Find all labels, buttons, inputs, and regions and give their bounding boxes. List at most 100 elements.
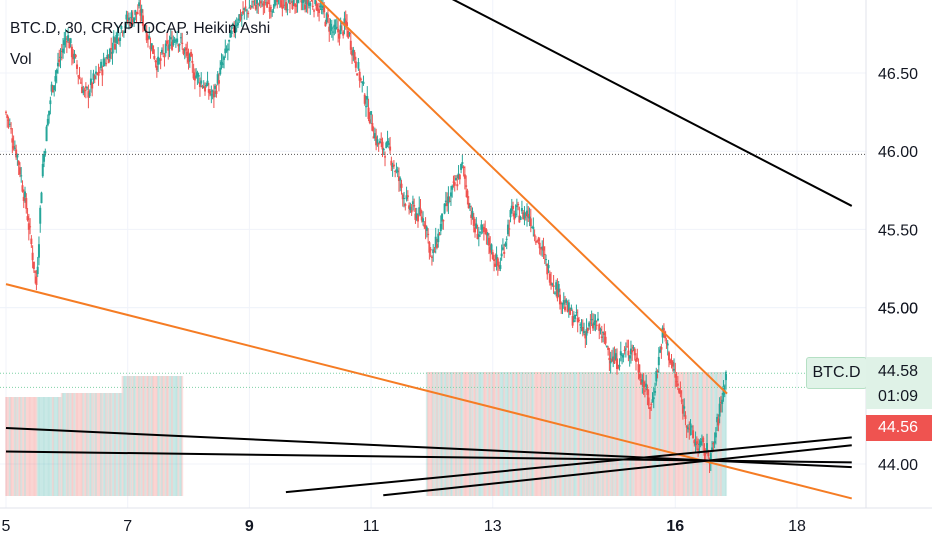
candle-body: [655, 370, 658, 382]
candle-body: [150, 43, 153, 50]
candle-body: [46, 118, 49, 126]
volume-bar: [60, 393, 63, 496]
volume-bar: [675, 372, 678, 496]
volume-bar: [153, 376, 156, 496]
candle-body: [127, 17, 130, 21]
chart-title: BTC.D, 30, CRYPTOCAP, Heikin Ashi: [10, 20, 271, 37]
candle-body: [591, 323, 594, 329]
volume-bar: [154, 376, 157, 496]
candle-body: [91, 83, 94, 89]
candle-body: [705, 443, 708, 451]
candle-body: [125, 14, 128, 20]
candle-body: [309, 2, 312, 6]
volume-bar: [709, 372, 712, 496]
candle-body: [51, 85, 54, 93]
candle-body: [153, 55, 156, 59]
candle-body: [325, 13, 328, 23]
candle-body: [552, 285, 555, 287]
volume-bar: [430, 372, 433, 496]
candle-body: [626, 346, 629, 348]
volume-bar: [30, 397, 33, 496]
candle-body: [648, 407, 651, 410]
volume-bar: [561, 372, 564, 496]
trendline-orange[interactable]: [5, 283, 853, 500]
time-axis[interactable]: 5 7 9 11 13 16 18: [2, 518, 806, 535]
candle-body: [593, 322, 596, 326]
candle-body: [427, 233, 430, 235]
candle-body: [678, 388, 681, 393]
candle-body: [475, 223, 478, 229]
candle-body: [449, 192, 452, 197]
candle-body: [537, 238, 540, 242]
candle-body: [534, 241, 537, 243]
candle-body: [713, 441, 716, 443]
volume-bar: [134, 376, 137, 496]
volume-bar: [78, 393, 81, 496]
candle-body: [504, 243, 507, 246]
candle-body: [444, 200, 447, 203]
volume-bar: [50, 397, 53, 496]
candle-body: [555, 282, 558, 290]
volume-bar: [468, 372, 471, 496]
candle-body: [334, 27, 337, 30]
candle-body: [29, 226, 32, 228]
volume-bar: [481, 372, 484, 496]
candle-body: [676, 383, 679, 386]
candle-body: [721, 399, 724, 405]
trendlines[interactable]: [5, 0, 853, 500]
volume-bar: [25, 397, 28, 496]
candle-body: [102, 58, 105, 67]
candle-body: [556, 289, 559, 299]
trendline-black[interactable]: [438, 0, 853, 207]
volume-bar: [435, 372, 438, 496]
volume-bar: [141, 376, 144, 496]
volume-bar: [18, 397, 21, 496]
volume-bar: [499, 372, 502, 496]
volume-bar: [652, 372, 655, 496]
volume-bar: [470, 372, 473, 496]
trendline-black[interactable]: [383, 444, 852, 497]
volume-bar: [32, 397, 35, 496]
volume-bar: [629, 372, 632, 496]
volume-bar: [500, 372, 503, 496]
candle-body: [584, 333, 587, 339]
volume-bar: [479, 372, 482, 496]
trendline-orange[interactable]: [310, 0, 728, 395]
candle-body: [657, 356, 660, 366]
volume-bar: [571, 372, 574, 496]
candle-body: [536, 240, 539, 242]
candle-body: [418, 207, 421, 215]
candle-body: [239, 14, 242, 20]
candle-body: [686, 427, 689, 430]
candle-body: [207, 89, 210, 93]
volume-bar: [53, 397, 56, 496]
volume-bar: [674, 372, 677, 496]
volume-bar: [699, 372, 702, 496]
candle-body: [361, 81, 364, 83]
volume-bar: [58, 397, 61, 496]
candle-body: [609, 360, 612, 364]
volume-bar: [659, 372, 662, 496]
candle-body: [96, 73, 99, 75]
candle-body: [323, 7, 326, 13]
candle-body: [75, 64, 78, 69]
volume-bar: [467, 372, 470, 496]
volume-bar: [608, 372, 611, 496]
volume-bar: [537, 372, 540, 496]
time-tick-label: 16: [666, 518, 684, 535]
volume-bar: [602, 372, 605, 496]
candle-body: [8, 123, 11, 125]
candle-body: [200, 80, 203, 84]
candle-body: [572, 320, 575, 322]
trendline-black[interactable]: [285, 436, 852, 494]
volume-bar: [21, 397, 24, 496]
volume-bar: [463, 372, 466, 496]
candle-body: [35, 276, 38, 285]
candle-body: [124, 26, 127, 28]
candle-body: [120, 26, 123, 30]
volume-bar: [55, 397, 58, 496]
volume-bar: [74, 393, 77, 496]
volume-bar: [129, 376, 132, 496]
